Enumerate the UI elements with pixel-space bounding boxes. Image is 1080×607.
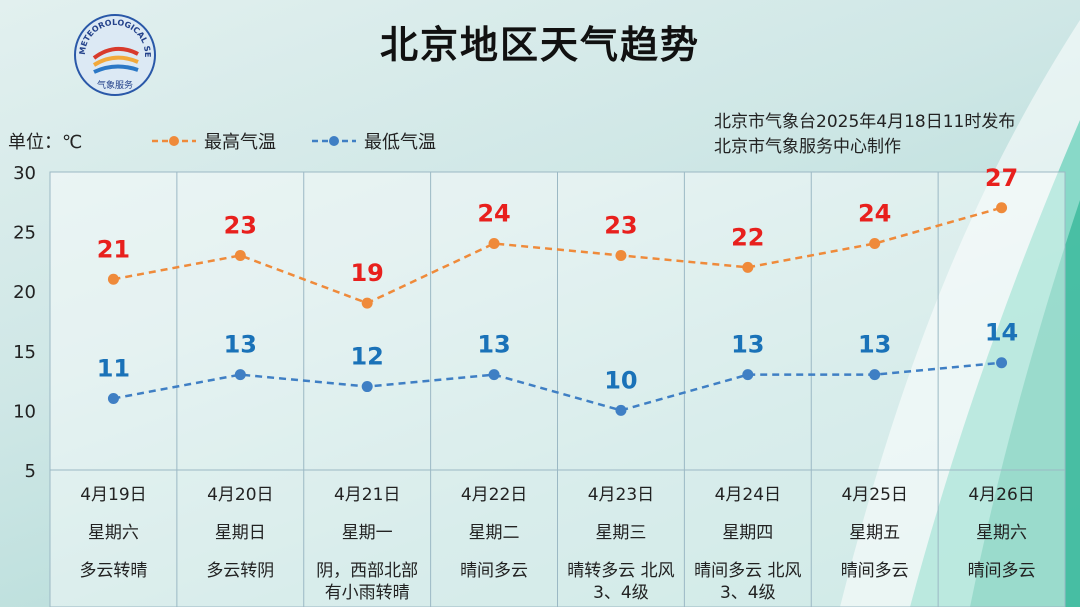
issuer-info: 北京市气象台2025年4月18日11时发布 北京市气象服务中心制作 [714,110,1015,160]
y-tick-label: 20 [13,282,36,303]
date-label: 4月26日 [968,485,1034,505]
low-temp-point [107,392,119,404]
y-tick-label: 10 [13,401,36,422]
unit-label: 单位：℃ [8,132,83,153]
date-label: 4月25日 [841,485,907,505]
high-temp-point [361,297,373,309]
y-tick-label: 30 [13,163,36,184]
low-temp-label: 12 [350,343,383,371]
y-tick-label: 15 [13,342,36,363]
page-title: 北京地区天气趋势 [379,23,700,67]
weather-label: 晴间多云 [460,561,528,581]
low-temp-label: 14 [985,319,1018,347]
low-temp-point [742,369,754,381]
background-swoosh [840,20,1080,607]
low-temp-point [869,369,881,381]
issuer-line-1: 北京市气象台2025年4月18日11时发布 [714,112,1016,132]
date-label: 4月20日 [207,485,273,505]
weekday-label: 星期六 [976,523,1027,543]
y-tick-label: 25 [13,223,36,244]
svg-text:气象服务: 气象服务 [97,79,133,91]
date-label: 4月19日 [80,485,146,505]
low-temp-point [234,369,246,381]
high-temp-label: 23 [224,211,257,239]
high-temp-label: 27 [985,164,1018,192]
high-temp-point [869,238,881,250]
legend-low: 最低气温 [310,128,436,154]
weather-label: 晴间多云 [841,561,909,581]
high-temp-label: 22 [731,223,764,251]
weather-label: 晴转多云 北风 [567,561,674,581]
weekday-label: 星期三 [595,523,646,543]
weekday-label: 星期一 [342,523,393,543]
low-temp-label: 11 [97,354,130,382]
high-temp-label: 21 [97,235,130,263]
legend-high-label: 最高气温 [204,132,276,153]
date-label: 4月24日 [715,485,781,505]
legend-high-marker [152,136,196,146]
date-label: 4月22日 [461,485,527,505]
weather-label: 多云转阴 [206,561,274,581]
weather-label: 晴间多云 北风 [694,561,801,581]
low-temp-label: 13 [477,331,510,359]
legend-low-marker [312,136,356,146]
legend-low-label: 最低气温 [364,132,436,153]
weekday-label: 星期二 [469,523,520,543]
high-temp-point [107,273,119,285]
weather-label: 有小雨转晴 [325,583,410,603]
weather-label: 3、4级 [593,583,649,603]
y-tick-label: 5 [25,461,36,482]
high-temp-point [996,202,1008,214]
weather-label: 晴间多云 [968,561,1036,581]
low-temp-label: 13 [731,331,764,359]
date-label: 4月21日 [334,485,400,505]
low-temp-point [361,381,373,393]
low-temp-label: 13 [224,331,257,359]
weather-label: 阴，西部北部 [316,561,418,581]
weekday-label: 星期日 [215,523,266,543]
weekday-label: 星期六 [88,523,139,543]
meteorological-service-logo: METEOROLOGICAL SERVICE 气象服务 [69,5,158,98]
low-temp-point [615,404,627,416]
weather-label: 多云转晴 [79,561,147,581]
weekday-label: 星期四 [722,523,773,543]
high-temp-line [113,206,1002,305]
high-temp-point [742,261,754,273]
high-temp-point [234,249,246,261]
low-temp-point [488,369,500,381]
low-temp-line [113,361,1002,412]
date-label: 4月23日 [588,485,654,505]
high-temp-point [615,249,627,261]
legend-high: 最高气温 [150,128,276,154]
high-temp-label: 24 [477,200,510,228]
issuer-line-2: 北京市气象服务中心制作 [714,137,901,157]
low-temp-label: 13 [858,331,891,359]
weekday-label: 星期五 [849,523,900,543]
high-temp-point [488,238,500,250]
high-temp-label: 23 [604,211,637,239]
high-temp-label: 19 [350,259,383,287]
weather-label: 3、4级 [720,583,776,603]
low-temp-point [996,357,1008,369]
high-temp-label: 24 [858,200,891,228]
low-temp-label: 10 [604,366,637,394]
